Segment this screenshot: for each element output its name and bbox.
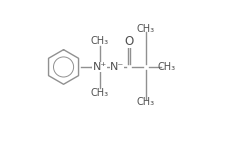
Text: CH₃: CH₃ [91,36,109,46]
Text: N⁻: N⁻ [110,62,124,72]
Text: CH₃: CH₃ [137,24,155,34]
Text: CH₃: CH₃ [158,62,176,72]
Text: O: O [124,35,134,48]
Text: N⁺: N⁺ [92,62,107,72]
Text: CH₃: CH₃ [91,88,109,98]
Text: CH₃: CH₃ [137,97,155,107]
